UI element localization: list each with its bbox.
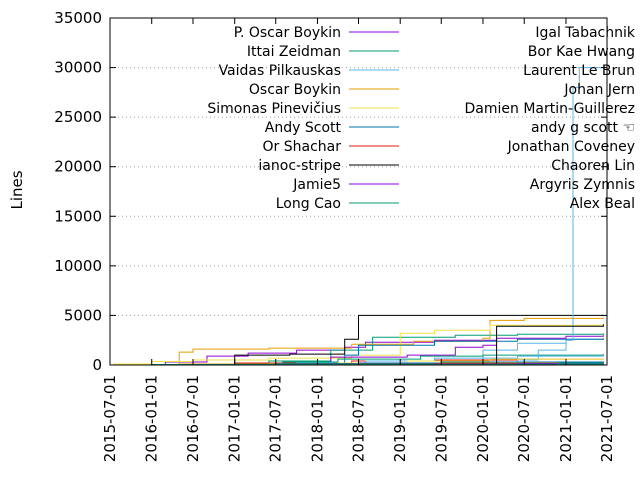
legend-label: Jonathan Coveney [507, 139, 635, 155]
legend: P. Oscar Boykin Ittai Zeidman Vaidas Pilka… [207, 25, 636, 212]
x-tick-label: 2018-07-01 [350, 375, 368, 462]
x-axis-ticks: 2015-07-01 2016-01-01 2016-07-01 2017-01-01… [101, 18, 616, 462]
y-axis-ticks: 0 5000 10000 15000 20000 25000 30000 35000 [54, 9, 607, 374]
legend-label: andy g scott ☜ [531, 120, 635, 136]
x-tick-label: 2017-07-01 [267, 375, 285, 462]
legend-label: Or Shachar [263, 139, 342, 155]
legend-label: Oscar Boykin [249, 82, 341, 98]
legend-label: Jamie5 [292, 177, 341, 193]
series-line-8 [289, 344, 497, 366]
legend-label: Ittai Zeidman [247, 44, 341, 60]
x-tick-label: 2019-07-01 [432, 375, 450, 462]
legend-label: Igal Tabachnik [535, 25, 636, 41]
x-tick-label: 2016-07-01 [184, 375, 202, 462]
x-tick-label: 2021-01-01 [557, 375, 575, 462]
legend-label: Johan Jern [563, 82, 635, 98]
x-tick-label: 2020-01-01 [474, 375, 492, 462]
legend-label: Argyris Zymnis [530, 177, 635, 193]
series-line-7 [227, 314, 604, 366]
x-tick-label: 2020-07-01 [515, 375, 533, 462]
x-tick-label: 2017-01-01 [226, 375, 244, 462]
series-line-1 [186, 333, 604, 366]
y-tick-label: 0 [92, 356, 102, 374]
x-tick-label: 2018-01-01 [308, 375, 326, 462]
series-line-5 [275, 338, 604, 366]
legend-label: Alex Beal [570, 196, 635, 212]
y-axis-label: Lines [8, 170, 26, 209]
x-tick-label: 2015-07-01 [101, 375, 119, 462]
legend-label: Chaoren Lin [551, 158, 635, 174]
legend-label: Simonas Pinevičius [207, 101, 341, 117]
x-tick-label: 2021-07-01 [598, 375, 616, 462]
y-tick-label: 35000 [54, 9, 102, 27]
series-line-3 [137, 317, 604, 366]
y-tick-label: 5000 [64, 306, 102, 324]
legend-label: Andy Scott [265, 120, 342, 136]
y-tick-label: 20000 [54, 158, 102, 176]
legend-label: Laurent Le Brun [523, 63, 635, 79]
legend-label: Vaidas Pilkauskas [219, 63, 341, 79]
series-line-12 [483, 67, 604, 366]
y-tick-label: 15000 [54, 207, 102, 225]
y-tick-label: 25000 [54, 108, 102, 126]
legend-label: Bor Kae Hwang [528, 44, 635, 60]
legend-label: ianoc-stripe [258, 158, 341, 174]
legend-label: P. Oscar Boykin [234, 25, 341, 41]
legend-label: Long Cao [276, 196, 341, 212]
y-tick-label: 30000 [54, 59, 102, 77]
x-tick-label: 2019-01-01 [391, 375, 409, 462]
x-tick-label: 2016-01-01 [143, 375, 161, 462]
y-tick-label: 10000 [54, 257, 102, 275]
legend-label: Damien Martin-Guillerez [465, 101, 635, 117]
